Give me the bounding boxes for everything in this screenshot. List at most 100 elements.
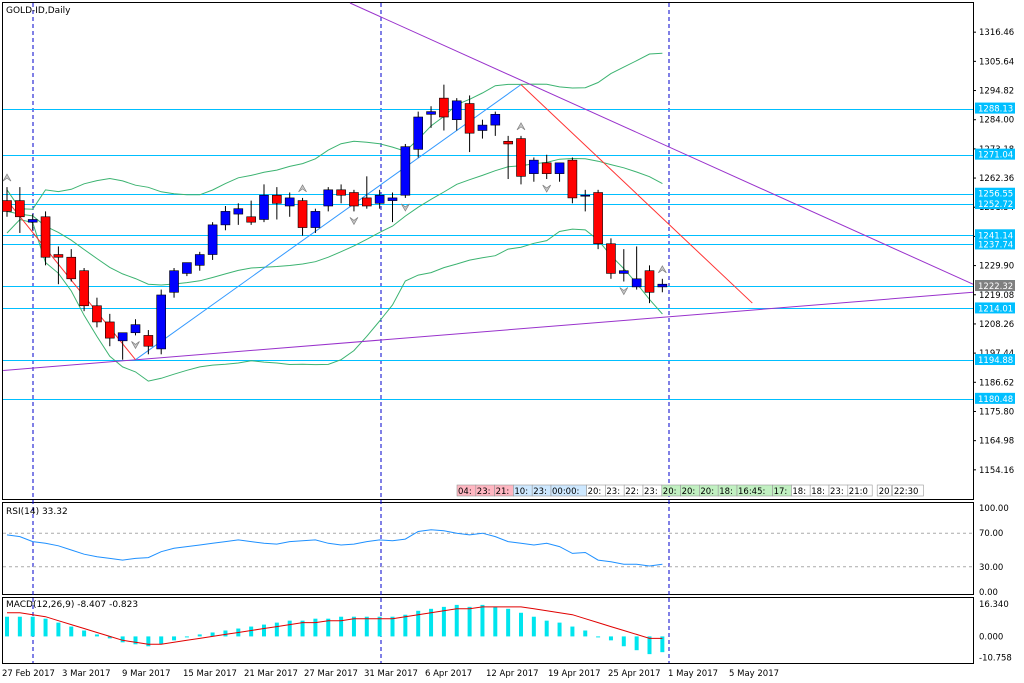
fractal-arrow-icon xyxy=(349,217,359,226)
macd-bar xyxy=(339,616,344,637)
date-label: 21 Mar 2017 xyxy=(244,669,298,679)
bull-candle xyxy=(426,111,436,115)
macd-tick-label: -10.758 xyxy=(979,654,1012,664)
macd-bar xyxy=(210,632,215,637)
macd-bar xyxy=(403,614,408,637)
price-panel-frame xyxy=(2,2,974,500)
bull-candle xyxy=(207,224,218,255)
bear-candle xyxy=(105,321,115,339)
level-tag-label: 1241.14 xyxy=(978,231,1013,241)
rsi-title: RSI(14) 33.32 xyxy=(6,507,68,517)
macd-bar xyxy=(544,620,549,637)
candlesticks xyxy=(2,84,668,360)
macd-bar xyxy=(441,606,446,637)
bull-candle xyxy=(169,270,179,293)
bear-candle xyxy=(464,103,475,134)
macd-bar xyxy=(570,626,575,637)
macd-bar xyxy=(634,636,639,651)
macd-bar xyxy=(274,622,279,637)
rsi-panel: 100.00 70.00 30.00 0.00 xyxy=(3,504,1009,598)
time-cell-label: 21:0 xyxy=(849,487,868,497)
macd-bar xyxy=(531,616,536,637)
level-tag xyxy=(975,302,1015,314)
macd-bar xyxy=(621,636,626,647)
level-tag-label: 1288.13 xyxy=(978,105,1013,115)
fractal-arrow-icon xyxy=(131,341,140,350)
bear-candle xyxy=(361,197,372,207)
date-label: 9 Mar 2017 xyxy=(122,669,170,679)
time-cell-label: 23: xyxy=(477,487,491,497)
bull-candle xyxy=(194,254,205,266)
bull-candle xyxy=(117,332,128,342)
macd-bar xyxy=(647,636,652,655)
time-cell-label: 23: xyxy=(644,487,658,497)
bear-candle xyxy=(516,138,526,177)
macd-title: MACD(12,26,9) -8.407 -0.823 xyxy=(6,600,138,610)
bull-candle xyxy=(631,278,642,288)
price-tick-label: 1229.90 xyxy=(979,262,1014,272)
bull-candle xyxy=(310,211,321,228)
date-label: 15 Mar 2017 xyxy=(183,669,237,679)
time-cell-label: 16:45: xyxy=(738,487,765,497)
level-tag xyxy=(975,238,1015,250)
macd-bar xyxy=(416,610,421,637)
fractal-arrow-icon xyxy=(516,122,526,131)
time-cell-label: 18: xyxy=(811,487,825,497)
level-tag-label: 1256.55 xyxy=(978,190,1013,200)
date-label: 19 Apr 2017 xyxy=(548,669,601,679)
bull-candle xyxy=(27,219,38,223)
bollinger-upper xyxy=(6,52,663,210)
time-cell-label: 20: xyxy=(682,487,696,497)
time-cell-label: 23: xyxy=(533,487,547,497)
level-tag-label: 1271.04 xyxy=(978,151,1013,161)
price-tick-label: 1262.36 xyxy=(979,174,1014,184)
level-tag xyxy=(975,187,1015,199)
date-label: 25 Apr 2017 xyxy=(608,669,661,679)
date-label: 6 Apr 2017 xyxy=(425,669,472,679)
fractal-arrow-icon xyxy=(2,173,12,182)
bull-candle xyxy=(554,162,565,174)
level-tag xyxy=(975,198,1015,210)
macd-bar xyxy=(17,616,22,637)
bull-candle xyxy=(387,197,398,201)
rsi-tick-label: 100.00 xyxy=(979,504,1009,514)
macd-bar xyxy=(429,608,434,637)
macd-bar xyxy=(377,616,382,637)
time-cell-label: 20 xyxy=(879,487,890,497)
macd-panel-frame xyxy=(2,597,974,664)
macd-bar xyxy=(454,604,459,637)
date-label: 1 May 2017 xyxy=(668,669,718,679)
price-tick-label: 1316.46 xyxy=(979,28,1014,38)
bear-candle xyxy=(567,159,578,199)
macd-signal-line xyxy=(7,606,663,645)
rsi-line xyxy=(6,529,663,567)
bear-candle xyxy=(246,216,256,223)
macd-bar xyxy=(557,622,562,637)
macd-bar xyxy=(120,636,125,643)
bull-candle xyxy=(477,124,488,131)
date-label: 5 May 2017 xyxy=(729,669,779,679)
macd-bar xyxy=(583,630,588,637)
price-tick-label: 1154.16 xyxy=(979,466,1014,476)
price-tick-label: 1219.08 xyxy=(979,291,1014,301)
level-tag xyxy=(975,392,1015,404)
bull-candle xyxy=(220,211,231,226)
bull-candle xyxy=(182,262,192,274)
resistance-trendline xyxy=(349,2,974,285)
bull-candle xyxy=(413,116,424,150)
time-cell xyxy=(847,484,873,497)
zigzag-down xyxy=(520,84,753,304)
macd-bar xyxy=(223,630,228,637)
bull-candle xyxy=(451,100,462,121)
date-label: 27 Feb 2017 xyxy=(2,669,55,679)
macd-bar xyxy=(133,636,138,645)
level-tag-label: 1194.88 xyxy=(978,356,1013,366)
bull-candle xyxy=(259,194,269,220)
bear-candle xyxy=(297,200,308,228)
level-tag xyxy=(975,229,1015,241)
macd-bar xyxy=(159,636,164,645)
price-tick-label: 1164.98 xyxy=(979,437,1014,447)
time-strip: 04: 23: 21: 10: 23: 00:00: 20: 23: 22: 23: 20: 20: 2… xyxy=(456,484,924,497)
macd-bar xyxy=(493,606,498,637)
